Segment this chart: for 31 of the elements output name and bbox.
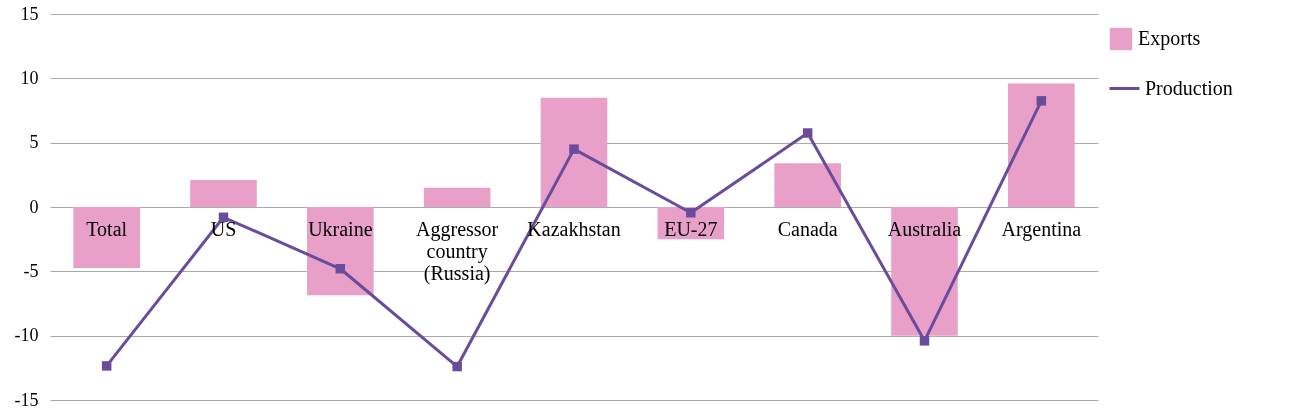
point — [101, 361, 112, 371]
bar — [1008, 83, 1075, 207]
bar — [423, 187, 491, 207]
x-tick-label: Australia — [887, 217, 962, 240]
x-tick-label: Total — [86, 217, 128, 240]
bar — [73, 207, 140, 269]
y-tick-label: -15 — [14, 389, 39, 410]
bar — [307, 207, 374, 296]
bar — [190, 179, 257, 207]
x-tick-label: Canada — [777, 217, 838, 240]
legend-label: Production — [1145, 76, 1233, 99]
x-tick-label: Ukraine — [308, 217, 373, 240]
bar — [774, 163, 841, 207]
point — [452, 361, 462, 372]
x-tick-label: Aggressor country (Russia) — [416, 217, 499, 285]
y-tick-label: -5 — [23, 260, 39, 281]
point — [686, 208, 696, 218]
y-tick-label: 5 — [29, 132, 39, 153]
y-tick-label: 0 — [29, 196, 39, 217]
x-tick-label: Argentina — [1001, 217, 1082, 241]
point — [569, 144, 579, 154]
point — [919, 336, 930, 346]
y-tick-label: -10 — [14, 325, 39, 346]
legend-label: Exports — [1138, 27, 1201, 50]
point — [335, 264, 346, 274]
point — [1036, 96, 1047, 106]
point — [802, 128, 813, 138]
y-tick-label: 10 — [20, 67, 39, 88]
x-tick-label: EU-27 — [664, 217, 718, 240]
y-tick-label: 15 — [20, 3, 39, 24]
bar — [540, 97, 608, 207]
